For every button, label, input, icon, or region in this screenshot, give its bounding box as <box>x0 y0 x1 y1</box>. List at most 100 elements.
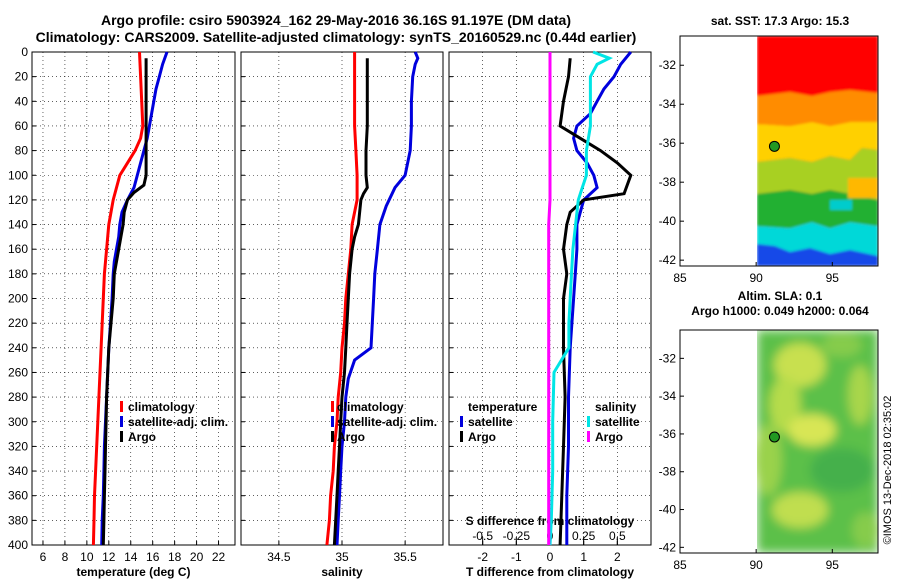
x-tick-label: 34.5 <box>267 550 291 564</box>
series-line-satellite-adj-clim- <box>100 51 169 546</box>
sla-map-subtitle: Argo h1000: 0.049 h2000: 0.064 <box>691 304 869 318</box>
x-tick-label: 1 <box>580 550 587 564</box>
y-tick-label: -38 <box>659 175 677 189</box>
x-tick-label: 6 <box>40 550 47 564</box>
y-tick-label: 320 <box>8 439 28 453</box>
y-tick-label: 160 <box>8 242 28 256</box>
sla-y-axis: -32 -34 -36 -38 -40 -42 <box>659 351 684 554</box>
secondary-x-tick-label: 0.25 <box>572 529 596 543</box>
y-tick-label: 300 <box>8 415 28 429</box>
legend-label-climatology: climatology <box>337 400 404 414</box>
legend-swatch-sal-satellite <box>587 416 590 427</box>
legend-swatch-temp-argo <box>460 431 463 442</box>
figure-title-line2: Climatology: CARS2009. Satellite-adjuste… <box>36 29 637 45</box>
y-tick-label: 60 <box>15 119 29 133</box>
x-tick-label: 90 <box>749 558 763 572</box>
series-line-satellite-adj-clim- <box>335 51 420 546</box>
x-tick-label: 10 <box>80 550 94 564</box>
y-tick-label: 0 <box>21 45 28 59</box>
x-tick-label: 35.5 <box>393 550 417 564</box>
legend-swatch-temp-satellite <box>460 416 463 427</box>
y-tick-label: -32 <box>659 58 677 72</box>
y-tick-label: 400 <box>8 538 28 552</box>
secondary-x-tick-label: -0.25 <box>503 529 531 543</box>
series-line-argo <box>101 58 148 546</box>
series-line-salinity-satellite <box>548 50 614 546</box>
x-tick-label: 20 <box>190 550 204 564</box>
series-line-climatology <box>325 52 359 546</box>
y-tick-label: -40 <box>659 214 677 228</box>
x-tick-label: 12 <box>102 550 116 564</box>
legend-label-sal-satellite: satellite <box>595 415 640 429</box>
sla-map-title: Altim. SLA: 0.1 <box>738 289 823 303</box>
x-axis-label: temperature (deg C) <box>76 565 190 579</box>
salinity-profile-panel: 34.5 35 35.5 salinity <box>240 51 444 579</box>
x-tick-label: 0 <box>547 550 554 564</box>
y-tick-label: 380 <box>8 513 28 527</box>
y-tick-label: -36 <box>659 136 677 150</box>
legend-swatch-argo <box>120 431 123 442</box>
series-line-climatology <box>91 51 145 546</box>
temperature-legend: climatology satellite-adj. clim. Argo <box>120 400 228 444</box>
x-tick-label: 85 <box>673 558 687 572</box>
sst-map: sat. SST: 17.3 Argo: 15.3 -32 -34 -36 -38 -4… <box>659 14 879 285</box>
salinity-legend: climatology satellite-adj. clim. Argo <box>331 400 437 444</box>
y-tick-label: 260 <box>8 365 28 379</box>
temperature-profile-panel: 6 8 10 12 14 16 18 20 22020406080100120140160180… <box>8 45 236 579</box>
series-line-temperature-satellite <box>565 51 632 545</box>
sst-map-title: sat. SST: 17.3 Argo: 15.3 <box>711 14 850 28</box>
sst-x-axis: 85 90 95 <box>673 262 839 285</box>
legend-label-argo: Argo <box>128 430 156 444</box>
argo-location-marker <box>768 140 780 152</box>
x-tick-label: 14 <box>124 550 138 564</box>
legend-label-argo: Argo <box>337 430 365 444</box>
legend-label-climatology: climatology <box>128 400 195 414</box>
x-tick-label: 95 <box>826 271 840 285</box>
y-tick-label: 100 <box>8 168 28 182</box>
x-tick-label: 18 <box>168 550 182 564</box>
y-tick-label: -34 <box>659 97 677 111</box>
sla-x-axis: 85 90 95 <box>673 549 839 572</box>
y-tick-label: -34 <box>659 389 677 403</box>
legend-swatch-argo <box>331 431 334 442</box>
sst-y-axis: -32 -34 -36 -38 -40 -42 <box>659 58 684 267</box>
legend-label-satellite: satellite-adj. clim. <box>128 415 228 429</box>
y-tick-label: 360 <box>8 489 28 503</box>
legend-label-sal-argo: Argo <box>595 430 623 444</box>
argo-location-marker <box>768 431 780 443</box>
imos-credit: ©IMOS 13-Dec-2018 02:35:02 <box>882 396 894 545</box>
y-tick-label: 200 <box>8 292 28 306</box>
series-line-salinity-argo <box>547 52 552 545</box>
y-tick-label: 220 <box>8 316 28 330</box>
figure-title-line1: Argo profile: csiro 5903924_162 29-May-2… <box>101 12 571 28</box>
sla-map: Altim. SLA: 0.1 Argo h1000: 0.049 h2000:… <box>659 289 879 572</box>
legend-swatch-sal-argo <box>587 431 590 442</box>
y-tick-label: 80 <box>15 144 29 158</box>
legend-label-temp-satellite: satellite <box>468 415 513 429</box>
legend-swatch-satellite <box>331 416 334 427</box>
y-tick-label: -42 <box>659 253 677 267</box>
y-tick-label: 180 <box>8 267 28 281</box>
y-tick-label: -42 <box>659 540 677 554</box>
x-tick-label: 90 <box>749 271 763 285</box>
y-tick-label: 20 <box>15 70 29 84</box>
x-tick-label: 16 <box>146 550 160 564</box>
y-tick-label: -32 <box>659 351 677 365</box>
y-tick-label: -38 <box>659 465 677 479</box>
y-tick-label: 40 <box>15 94 29 108</box>
sla-map-frame <box>679 329 879 554</box>
x-tick-label: -1 <box>511 550 522 564</box>
x-tick-label: 8 <box>62 550 69 564</box>
legend-header-salinity: salinity <box>595 400 637 414</box>
y-tick-label: 120 <box>8 193 28 207</box>
secondary-x-tick-label: -0.5 <box>472 529 493 543</box>
x-axis-label: salinity <box>321 565 363 579</box>
legend-swatch-satellite <box>120 416 123 427</box>
sst-map-frame <box>679 35 879 267</box>
legend-label-satellite: satellite-adj. clim. <box>337 415 437 429</box>
y-tick-label: 240 <box>8 341 28 355</box>
x-tick-label: 2 <box>614 550 621 564</box>
y-tick-label: -40 <box>659 503 677 517</box>
